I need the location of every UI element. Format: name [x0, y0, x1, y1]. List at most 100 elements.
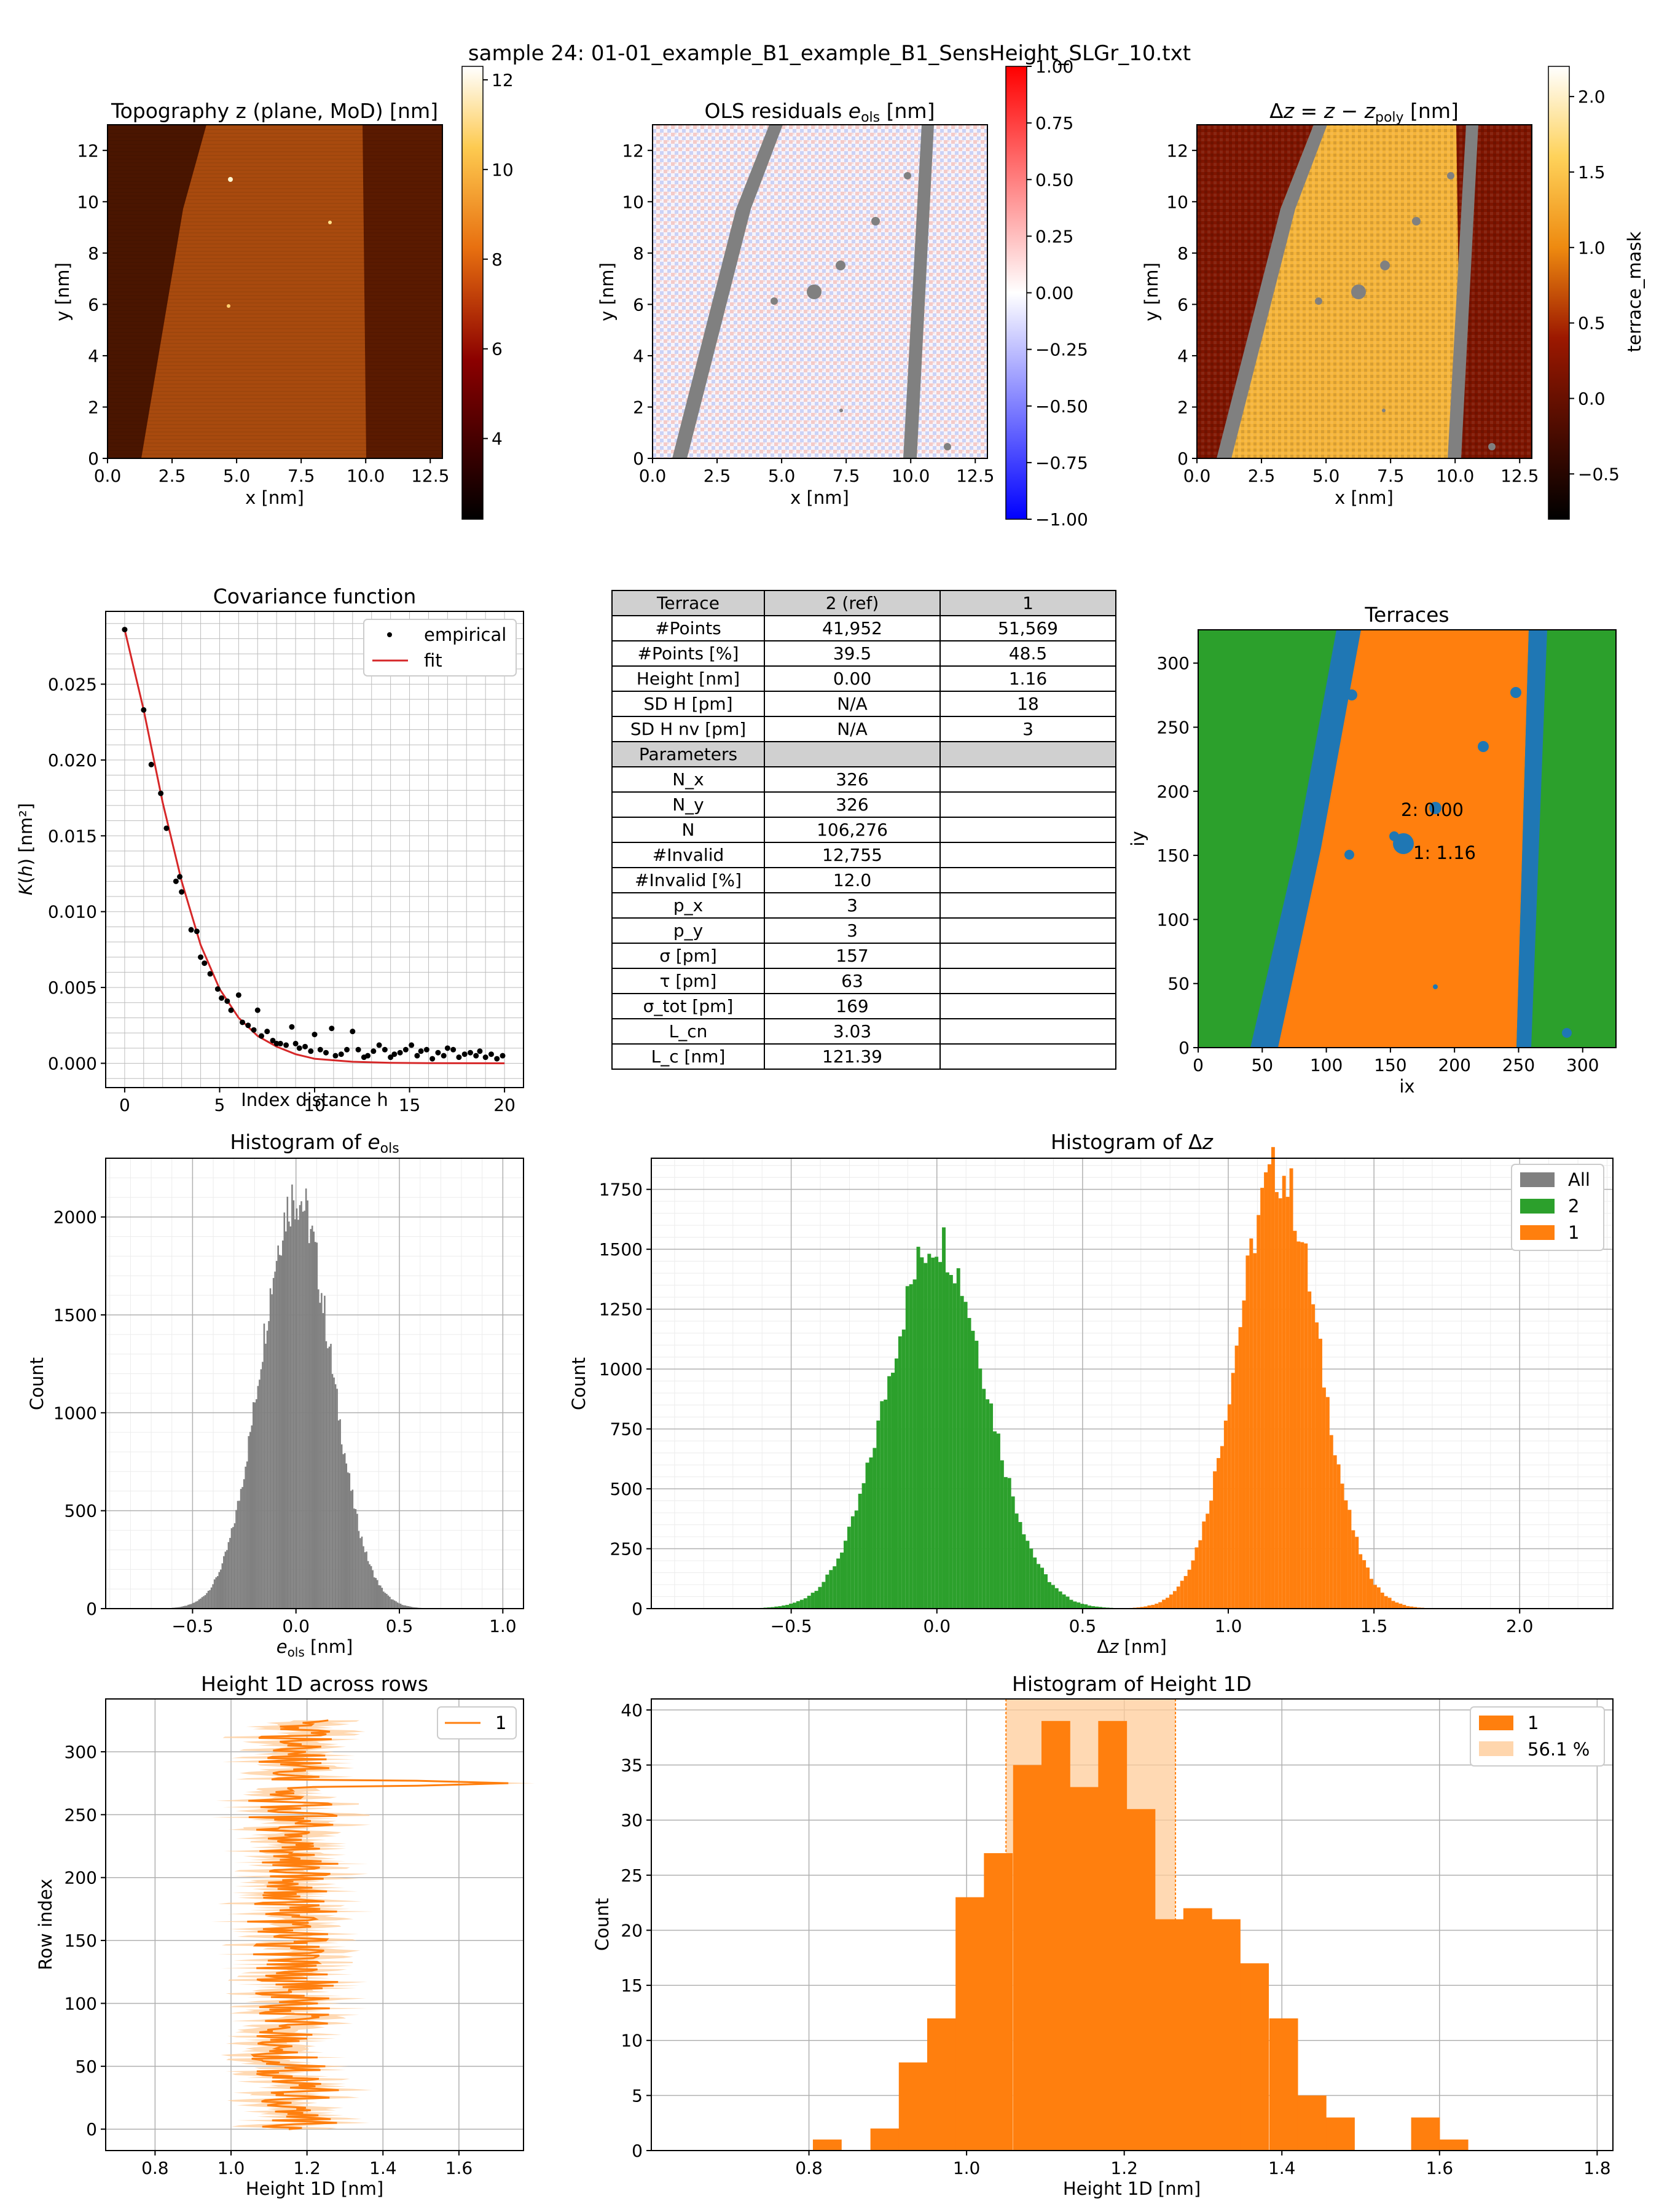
y-tick-label: 1250	[599, 1300, 643, 1320]
topography-colorbar	[461, 66, 484, 520]
colorbar-tick-label: 0.75	[1035, 113, 1073, 133]
table-cell: 0.00	[764, 665, 941, 692]
hist-bar	[321, 1293, 323, 1609]
hist-bar	[396, 1602, 399, 1609]
table-cell	[764, 741, 941, 767]
table-cell	[939, 842, 1116, 868]
empirical-point	[188, 927, 194, 933]
empirical-point	[429, 1056, 436, 1062]
hist-bar	[818, 1586, 822, 1609]
hist-bar	[858, 1494, 862, 1609]
empirical-point	[240, 1019, 246, 1026]
legend-swatch-1	[1520, 1225, 1555, 1240]
hist-bar	[386, 1593, 388, 1609]
legend-label-all: All	[1568, 1169, 1590, 1190]
y-tick-label: 4	[88, 346, 99, 366]
hist-bar	[1088, 1606, 1092, 1609]
empirical-point	[355, 1046, 361, 1053]
hist-bar	[1347, 1510, 1352, 1609]
table-header-row: Terrace 2 (ref) 1	[611, 590, 1116, 616]
hist-bar	[389, 1596, 391, 1609]
hist-bar	[1285, 1196, 1290, 1609]
y-tick-label: 20	[621, 1920, 643, 1940]
hist-bar	[305, 1188, 307, 1609]
hist-bar	[1029, 1548, 1033, 1609]
hist-bar	[268, 1321, 270, 1609]
hist-eols-title: Histogram of eols	[230, 1130, 399, 1156]
empirical-point	[273, 1040, 280, 1046]
hist-bar	[1240, 1963, 1269, 2151]
hist-bar	[1166, 1598, 1169, 1609]
height1d-rows-legend: 1	[437, 1706, 517, 1739]
x-tick-label: 2.5	[1248, 466, 1276, 486]
hist-bar	[1268, 1164, 1271, 1609]
terraces-title: Terraces	[1364, 603, 1449, 627]
hist-bar	[224, 1551, 227, 1609]
hist-bar	[971, 1330, 975, 1609]
y-tick-label: 35	[621, 1755, 643, 1776]
hist-bar	[1183, 1575, 1188, 1609]
hist-bar	[1169, 1594, 1173, 1609]
y-tick-label: 8	[1177, 243, 1188, 264]
hist-bar	[192, 1602, 194, 1609]
x-tick-label: 250	[1502, 1055, 1535, 1075]
hist-bar	[989, 1403, 994, 1609]
colorbar-tick-label: 1.00	[1035, 57, 1073, 77]
table-cell	[939, 917, 1116, 944]
hist-bar	[251, 1425, 253, 1609]
y-tick-label: 500	[610, 1479, 643, 1499]
hist-bar	[1380, 1592, 1384, 1609]
hist-bar	[269, 1288, 272, 1609]
height1d-rows-ylabel: Row index	[35, 1879, 56, 1971]
table-cell: N/A	[764, 691, 941, 717]
hist-bar	[1011, 1496, 1015, 1609]
hist-bar	[259, 1379, 261, 1609]
x-tick-label: 0.0	[282, 1616, 310, 1636]
hist-dz-chart: Histogram of Δz −0.5 0.0 0.5 1.0 1.5 2.0 0 250 5…	[568, 1130, 1614, 1657]
hist-bar	[249, 1432, 251, 1609]
hist-bar	[1391, 1601, 1395, 1609]
hist-bar	[901, 1329, 906, 1609]
hist-bar	[1231, 1373, 1235, 1609]
x-tick-label: 1.4	[1268, 2158, 1296, 2178]
table-cell: 326	[764, 766, 941, 793]
hist-bar	[898, 2062, 928, 2151]
hist-bar	[789, 1603, 793, 1609]
height1d-rows-chart: Height 1D across rows 0.8 1.0 1.2 1.4 1.6 0 50…	[35, 1672, 535, 2199]
table-cell	[939, 741, 1116, 767]
hist-bar	[778, 1606, 782, 1609]
covariance-title: Covariance function	[213, 584, 417, 608]
hist-bar	[1187, 1569, 1191, 1609]
hist-dz-ylabel: Count	[568, 1357, 589, 1410]
empirical-point	[198, 954, 204, 960]
hist-bar	[393, 1600, 396, 1609]
table-cell	[939, 968, 1116, 994]
empirical-point	[402, 1046, 409, 1053]
table-cell: L_c [nm]	[611, 1043, 765, 1070]
hist-bar	[340, 1444, 343, 1609]
hist-bar	[262, 1362, 264, 1609]
table-cell: σ_tot [pm]	[611, 993, 765, 1019]
colorbar-tick-label: −0.50	[1035, 396, 1088, 417]
y-tick-label: 500	[65, 1501, 97, 1521]
hist-bar	[986, 1399, 990, 1609]
x-tick-label: 2.5	[704, 466, 731, 486]
hist-bar	[369, 1564, 371, 1609]
colorbar-tick-label: 0.00	[1035, 283, 1073, 304]
empirical-point	[435, 1049, 441, 1056]
empirical-point	[173, 878, 179, 884]
empirical-point	[388, 1054, 394, 1061]
hist-bar	[402, 1605, 405, 1609]
empirical-point	[283, 1042, 289, 1048]
x-tick-label: 1.6	[1426, 2158, 1454, 2178]
hist-bar	[905, 1286, 909, 1609]
y-tick-label: 0	[1177, 449, 1188, 469]
hist-bar	[898, 1336, 902, 1609]
hist-bar	[1070, 1787, 1099, 2151]
hist-bar	[916, 1247, 920, 1609]
hist-bar	[865, 1462, 869, 1609]
hist-bar	[1202, 1521, 1206, 1609]
hist-bar	[195, 1601, 197, 1609]
y-tick-label: 0	[1179, 1038, 1190, 1058]
deltaz-colorbar	[1548, 66, 1570, 520]
